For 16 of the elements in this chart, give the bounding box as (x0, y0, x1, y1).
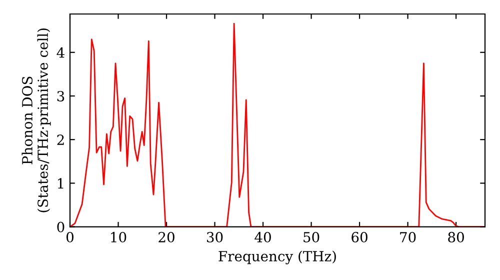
y-tick-label: 0 (57, 222, 64, 232)
x-tick-label: 30 (206, 232, 223, 242)
y-tick-label: 3 (57, 90, 64, 102)
y-tick-label: 4 (56, 47, 64, 58)
x-tick-label: 10 (111, 232, 126, 242)
x-tick-label: 20 (158, 232, 174, 242)
x-tick-label: 70 (400, 232, 416, 242)
x-axis-title: Frequency (THz) (218, 250, 336, 264)
y-axis-title: Phonon DOS (States/THz·primitive cell) (22, 28, 51, 212)
x-tick-label: 40 (254, 232, 271, 242)
x-tick-label: 80 (448, 232, 464, 242)
y-tick-label: 1 (58, 178, 64, 188)
x-tick-label: 60 (352, 232, 368, 242)
y-tick-label: 2 (57, 134, 64, 145)
x-tick-label: 0 (66, 232, 74, 242)
x-tick-label: 50 (304, 232, 320, 242)
